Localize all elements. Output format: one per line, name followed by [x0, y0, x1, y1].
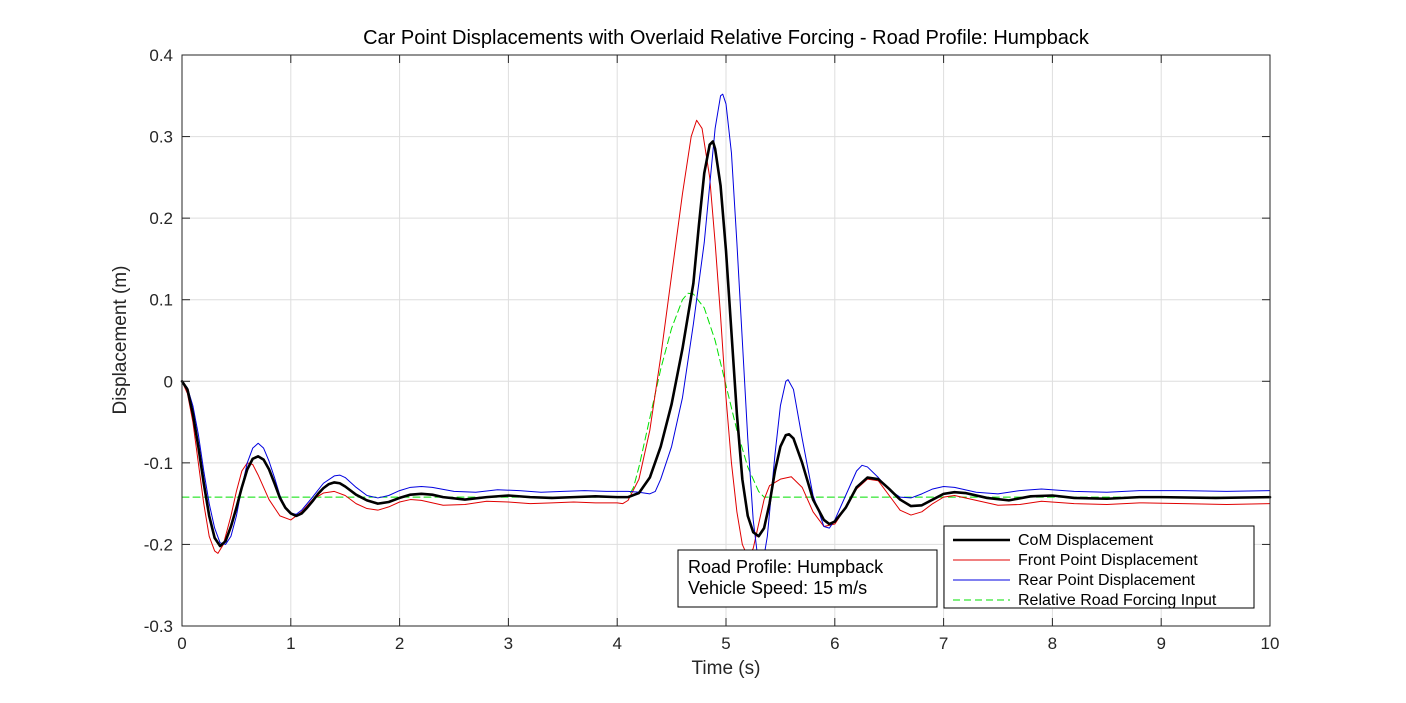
x-tick-label: 6	[830, 634, 839, 653]
legend-label-3: Relative Road Forcing Input	[1018, 592, 1217, 609]
x-axis-label: Time (s)	[692, 658, 761, 679]
x-tick-label: 8	[1048, 634, 1057, 653]
y-tick-label: -0.2	[144, 535, 173, 554]
x-tick-label: 10	[1261, 634, 1280, 653]
y-tick-label: 0	[164, 372, 173, 391]
annotation-road-profile: Road Profile: Humpback	[688, 557, 884, 577]
x-tick-label: 5	[721, 634, 730, 653]
legend-label-0: CoM Displacement	[1018, 532, 1154, 549]
x-tick-label: 1	[286, 634, 295, 653]
y-tick-label: -0.1	[144, 454, 173, 473]
x-tick-label: 7	[939, 634, 948, 653]
x-tick-label: 4	[612, 634, 621, 653]
series-lines	[180, 93, 1272, 570]
x-tick-label: 3	[504, 634, 513, 653]
series-line-1	[181, 119, 1271, 558]
y-tick-label: -0.3	[144, 617, 173, 636]
x-tick-label: 9	[1156, 634, 1165, 653]
legend-label-2: Rear Point Displacement	[1018, 572, 1196, 589]
info-annotation-box: Road Profile: Humpback Vehicle Speed: 15…	[677, 549, 938, 608]
axis-ticks: 0 1 2 3 4 5 6 7 8 9 10 -0.3 -0.2 -0.1 0 0.1 0.2 0.3 0.4	[144, 46, 1280, 653]
series-line-0	[180, 140, 1272, 548]
y-tick-label: 0.1	[149, 291, 173, 310]
y-tick-label: 0.4	[149, 46, 173, 65]
legend: CoM Displacement Front Point Displacement…	[943, 525, 1255, 609]
chart-title: Car Point Displacements with Overlaid Re…	[363, 27, 1090, 49]
x-tick-label: 0	[177, 634, 186, 653]
y-tick-label: 0.3	[149, 128, 173, 147]
legend-label-1: Front Point Displacement	[1018, 552, 1198, 569]
y-axis-label: Displacement (m)	[110, 266, 131, 415]
annotation-frame	[677, 549, 938, 608]
y-tick-label: 0.2	[149, 209, 173, 228]
x-tick-label: 2	[395, 634, 404, 653]
annotation-vehicle-speed: Vehicle Speed: 15 m/s	[688, 578, 867, 598]
